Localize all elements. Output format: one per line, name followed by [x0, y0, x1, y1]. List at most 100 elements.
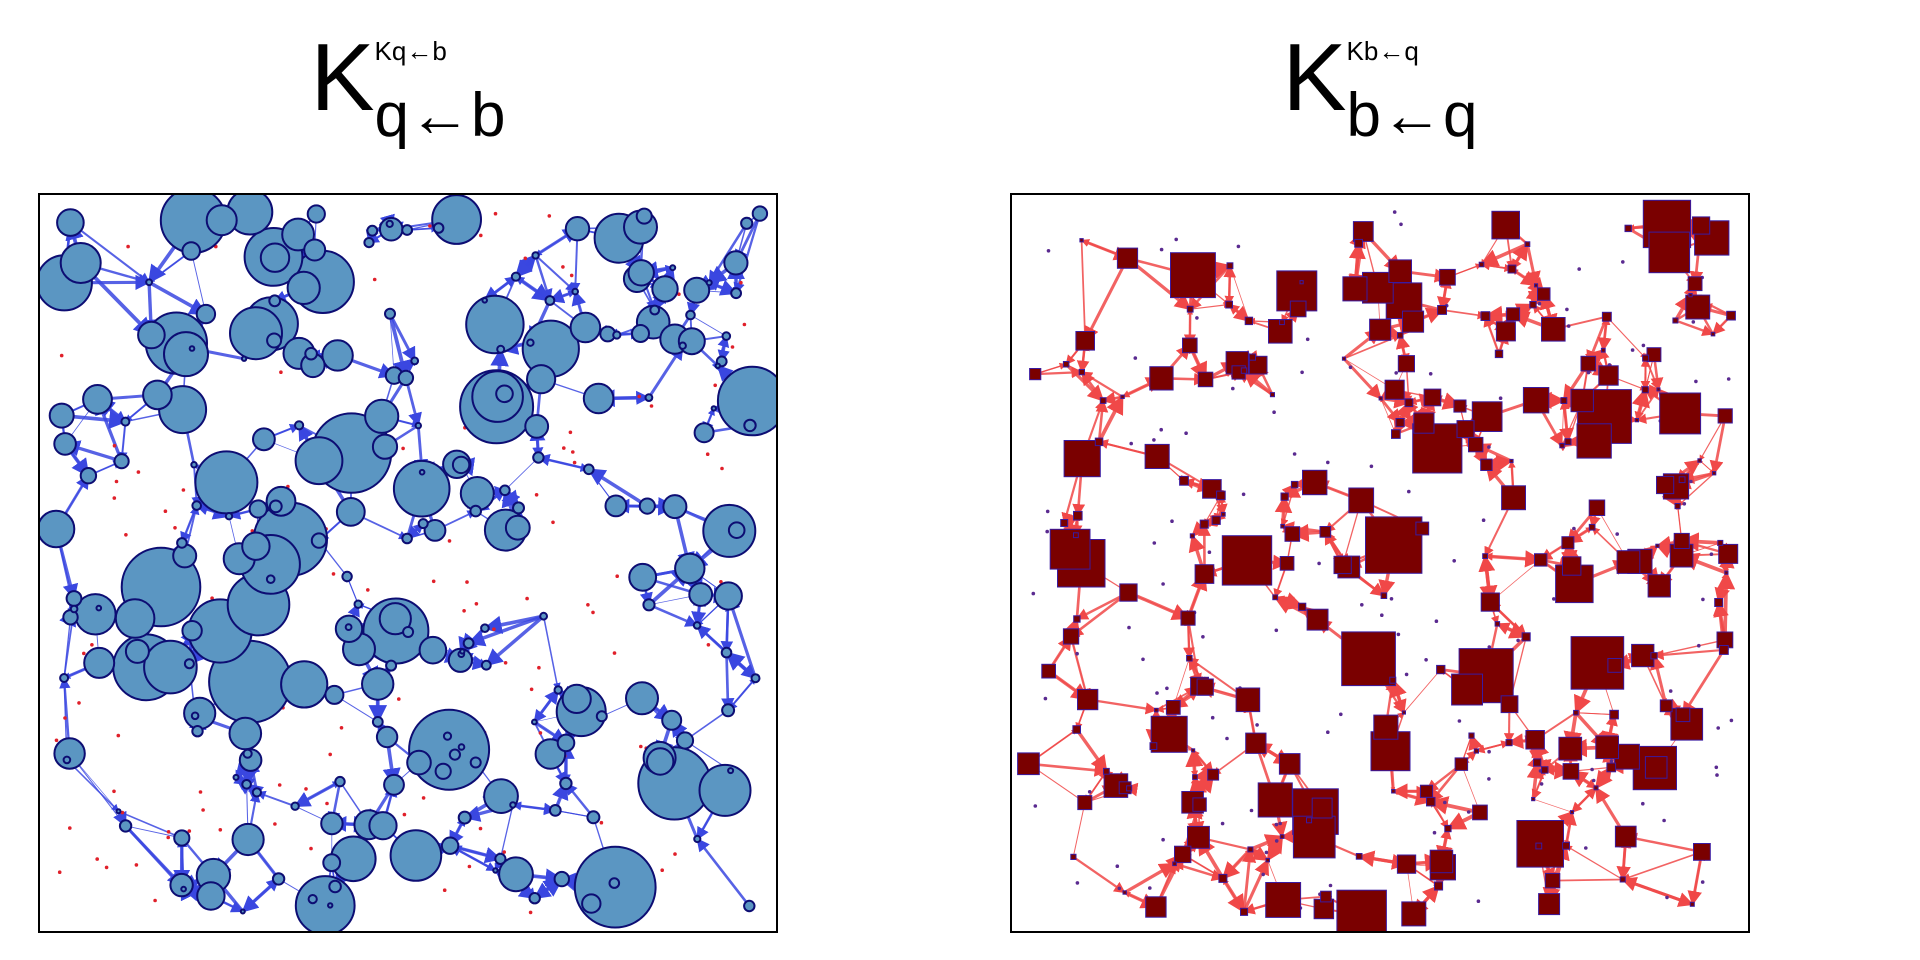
network-node	[1244, 316, 1254, 326]
network-node	[1279, 319, 1285, 326]
junction-dot	[366, 588, 370, 592]
network-node	[286, 270, 321, 306]
network-node	[675, 731, 695, 750]
edge-arrow	[690, 314, 727, 337]
network-node	[1247, 846, 1254, 853]
network-node	[480, 623, 490, 634]
network-node	[1697, 458, 1702, 463]
network-node	[1284, 526, 1301, 542]
junction-dot	[462, 609, 466, 613]
network-node	[53, 737, 86, 770]
network-node	[79, 467, 98, 485]
network-node	[1726, 310, 1736, 321]
edge-arrow	[1392, 789, 1433, 806]
junction-dot	[569, 273, 574, 278]
network-node	[268, 499, 283, 514]
network-node	[118, 819, 133, 833]
network-node	[1454, 757, 1469, 771]
junction-dot	[1174, 237, 1178, 242]
junction-dot	[479, 233, 483, 238]
network-node	[1480, 592, 1500, 612]
title-left-subscript: q←b	[374, 81, 506, 150]
network-node	[1078, 369, 1085, 376]
network-node	[1279, 556, 1295, 571]
network-node	[371, 716, 384, 728]
junction-dot	[1317, 561, 1321, 566]
junction-dot	[1360, 603, 1364, 607]
edge-arrow	[1403, 669, 1442, 713]
network-node	[242, 748, 253, 759]
junction-dot	[1665, 895, 1669, 900]
network-node	[625, 681, 659, 716]
junction-dot	[1326, 730, 1330, 734]
junction-dot	[1691, 320, 1696, 324]
network-node	[181, 241, 201, 261]
network-node	[294, 420, 305, 431]
network-node	[1480, 311, 1491, 321]
edge-arrow	[1606, 316, 1647, 359]
junction-dot	[1487, 777, 1491, 781]
network-node	[322, 853, 342, 873]
network-node	[1389, 676, 1397, 684]
junction-dot	[57, 870, 62, 874]
junction-dot	[331, 572, 336, 576]
network-node	[705, 279, 713, 287]
network-node	[559, 776, 573, 791]
junction-dot	[637, 394, 641, 399]
network-node	[661, 709, 683, 731]
network-node	[1333, 555, 1352, 575]
network-node	[310, 532, 328, 549]
network-node	[173, 829, 191, 847]
network-node	[642, 598, 656, 612]
junction-dot	[1457, 719, 1462, 723]
network-node	[1182, 337, 1198, 354]
network-node	[674, 552, 706, 585]
junction-dot	[1170, 519, 1174, 523]
junction-dot	[82, 651, 86, 656]
network-node	[1453, 399, 1467, 413]
network-node	[510, 271, 521, 282]
network-node	[1616, 550, 1641, 574]
junction-dot	[713, 383, 717, 388]
edge-arrow	[1475, 741, 1510, 754]
junction-dot	[1292, 452, 1297, 456]
network-node	[327, 902, 334, 909]
network-node	[544, 295, 556, 306]
junction-dot	[372, 277, 377, 282]
network-node	[583, 463, 595, 476]
title-left-main: K	[310, 24, 375, 131]
network-node	[137, 320, 166, 350]
edge-arrow	[733, 213, 762, 295]
network-node	[1094, 437, 1104, 447]
junction-dot	[1348, 365, 1353, 370]
edge-arrow	[1551, 876, 1623, 885]
junction-dot	[591, 610, 595, 615]
junction-dot	[1161, 582, 1165, 586]
junction-dot	[1590, 767, 1594, 772]
network-node	[183, 696, 217, 730]
network-node	[1235, 687, 1261, 713]
network-node	[1689, 901, 1695, 907]
junction-dot	[1662, 818, 1666, 823]
junction-dot	[163, 509, 168, 513]
edge-arrow	[534, 255, 553, 302]
network-node	[1384, 379, 1405, 400]
edge-arrow	[255, 790, 296, 808]
junction-dot	[112, 443, 117, 448]
network-node	[480, 659, 492, 671]
edge-arrow	[564, 782, 595, 819]
network-node	[402, 626, 415, 638]
network-node	[145, 278, 153, 287]
network-node	[205, 204, 238, 237]
network-node	[1279, 834, 1285, 839]
network-node	[303, 238, 327, 262]
network-node	[306, 204, 326, 224]
network-node	[1073, 532, 1079, 539]
junction-dot	[1668, 689, 1673, 693]
network-node	[375, 725, 399, 749]
network-node	[1718, 543, 1739, 564]
network-node	[448, 748, 461, 761]
title-left-overlay: Kq←b	[374, 36, 447, 66]
junction-dot	[615, 574, 619, 578]
network-node	[1391, 789, 1396, 794]
